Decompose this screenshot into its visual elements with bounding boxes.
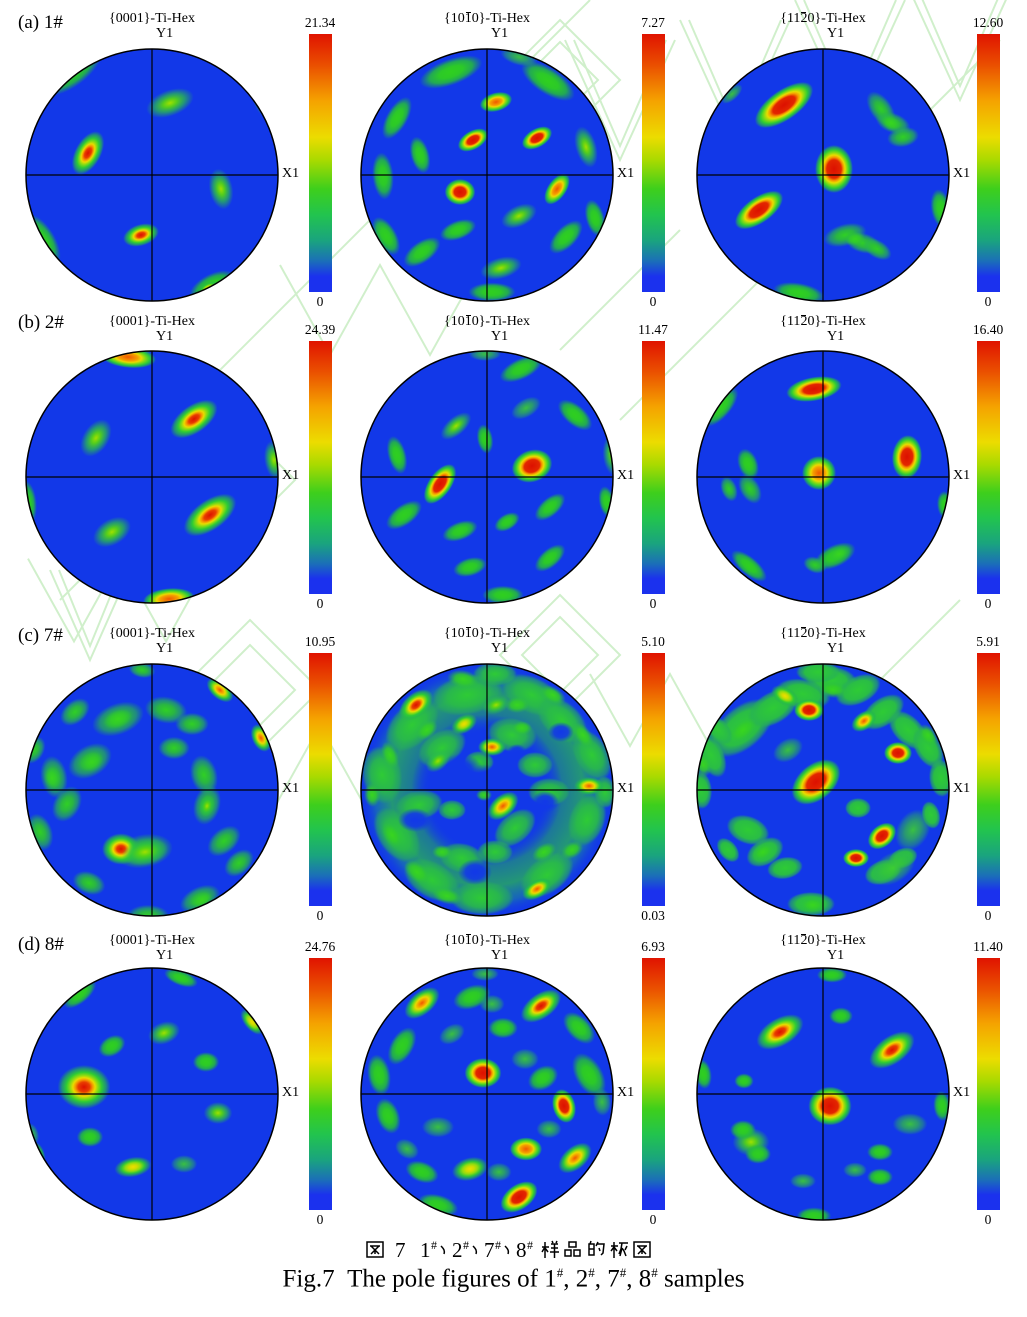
svg-text:#: # [527, 1238, 533, 1252]
svg-text:#: # [431, 1238, 437, 1252]
svg-text:8: 8 [516, 1238, 527, 1262]
svg-text:#: # [495, 1238, 501, 1252]
svg-text:7: 7 [484, 1238, 495, 1262]
svg-text:#: # [463, 1238, 469, 1252]
svg-text:2: 2 [452, 1238, 463, 1262]
svg-text:7: 7 [395, 1238, 406, 1262]
svg-text:1: 1 [420, 1238, 431, 1262]
